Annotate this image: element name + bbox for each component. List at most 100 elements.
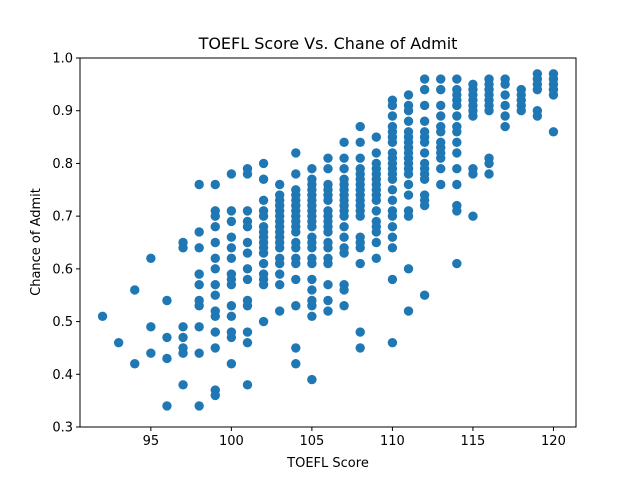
data-point <box>355 343 365 353</box>
data-point <box>258 195 269 206</box>
data-point <box>242 169 253 179</box>
data-point <box>226 301 237 311</box>
data-point <box>210 279 220 290</box>
y-tick-label: 0.8 <box>52 157 73 172</box>
data-point <box>194 348 204 358</box>
data-point <box>258 174 269 184</box>
data-point <box>242 274 253 285</box>
data-point <box>323 227 333 237</box>
data-point <box>419 74 430 84</box>
data-point <box>307 164 317 174</box>
data-point <box>500 90 510 100</box>
data-point <box>194 301 204 311</box>
data-point <box>516 106 526 116</box>
data-point <box>323 306 333 316</box>
data-point <box>403 211 414 221</box>
data-point <box>436 74 446 84</box>
data-point <box>226 232 237 242</box>
data-point <box>242 221 253 232</box>
data-point <box>403 90 414 100</box>
data-point <box>130 285 140 295</box>
data-point <box>452 164 462 174</box>
data-point <box>403 190 414 200</box>
data-point <box>210 311 220 321</box>
data-point <box>387 211 398 221</box>
data-point <box>210 221 220 232</box>
data-point <box>403 306 414 316</box>
data-point <box>371 148 382 158</box>
x-tick-label: 95 <box>143 434 160 449</box>
data-point <box>210 390 220 401</box>
data-point <box>242 380 253 390</box>
data-point <box>210 237 220 248</box>
chart-title: TOEFL Score Vs. Chane of Admit <box>198 34 458 53</box>
data-point <box>436 111 446 121</box>
data-point <box>242 337 253 348</box>
data-point <box>274 306 285 316</box>
data-point <box>371 206 382 216</box>
data-point <box>403 264 414 274</box>
data-point <box>500 100 510 111</box>
data-point <box>226 332 237 343</box>
data-point <box>339 301 349 311</box>
data-point <box>226 169 237 179</box>
data-point <box>274 279 285 290</box>
data-point <box>194 279 204 290</box>
data-point <box>452 148 462 158</box>
data-point <box>291 258 301 269</box>
data-point <box>291 148 301 158</box>
data-point <box>242 237 253 248</box>
data-point <box>226 359 237 369</box>
data-point <box>419 116 430 126</box>
data-point <box>339 211 349 221</box>
data-point <box>468 169 478 179</box>
data-point <box>500 111 510 121</box>
y-tick-label: 0.9 <box>52 104 73 119</box>
data-point <box>339 153 349 163</box>
data-point <box>403 116 414 126</box>
y-axis: 0.3 0.4 0.5 0.6 0.7 0.8 0.9 1.0 <box>52 52 80 436</box>
data-point <box>258 211 269 221</box>
data-point <box>291 227 301 237</box>
data-point <box>242 301 253 311</box>
data-point <box>307 258 317 269</box>
data-point <box>339 248 349 258</box>
data-point <box>162 332 172 343</box>
data-point <box>242 206 253 216</box>
data-point <box>355 243 365 253</box>
y-tick-label: 1.0 <box>52 52 73 67</box>
data-point <box>210 343 220 353</box>
data-point <box>226 279 237 290</box>
points-layer <box>97 69 559 411</box>
data-point <box>194 401 204 411</box>
data-point <box>113 337 124 348</box>
data-point <box>436 127 446 137</box>
data-point <box>258 316 269 327</box>
data-point <box>387 221 398 232</box>
data-point <box>274 179 285 190</box>
data-point <box>291 359 301 369</box>
data-point <box>323 243 333 253</box>
data-point <box>371 195 382 206</box>
x-tick-label: 115 <box>461 434 486 449</box>
data-point <box>419 84 430 95</box>
data-point <box>339 164 349 174</box>
data-point <box>387 185 398 195</box>
data-point <box>210 211 220 221</box>
data-point <box>226 243 237 253</box>
data-point <box>339 137 349 148</box>
data-point <box>307 301 317 311</box>
data-point <box>291 243 301 253</box>
data-point <box>452 258 462 269</box>
data-point <box>162 353 172 364</box>
data-point <box>274 269 285 279</box>
data-point <box>178 332 188 343</box>
data-point <box>436 179 446 190</box>
data-point <box>387 100 398 111</box>
data-point <box>274 243 285 253</box>
data-point <box>387 243 398 253</box>
data-point <box>532 111 543 121</box>
data-point <box>484 169 494 179</box>
data-point <box>419 200 430 211</box>
data-point <box>484 158 494 169</box>
